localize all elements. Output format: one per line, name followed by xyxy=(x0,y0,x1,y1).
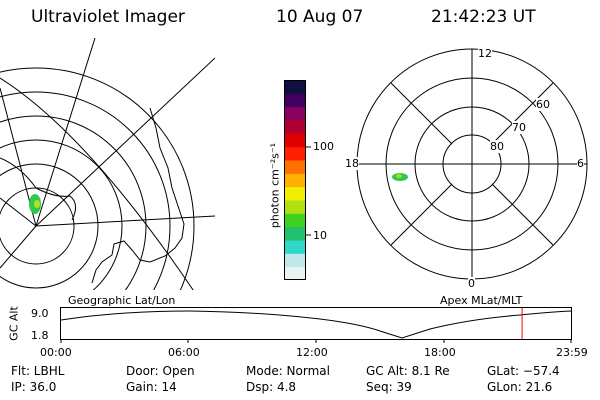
colorbar-segment xyxy=(284,186,306,201)
colorbar xyxy=(284,80,306,280)
longitude-line xyxy=(0,197,37,227)
ip-info: IP: 36.0 xyxy=(11,380,57,394)
lat-label-60: 60 xyxy=(536,98,550,111)
dsp-info: Dsp: 4.8 xyxy=(246,380,297,394)
coastline xyxy=(0,157,76,221)
seq-info: Seq: 39 xyxy=(366,380,412,394)
colorbar-segment xyxy=(284,93,306,108)
timeline-x-tick: 06:00 xyxy=(168,346,200,359)
longitude-line xyxy=(35,38,96,227)
time-label: 21:42:23 UT xyxy=(431,7,536,27)
colorbar-segment xyxy=(284,266,306,280)
colorbar-segment xyxy=(284,146,306,161)
colorbar-tick-label: 10 xyxy=(313,229,327,242)
longitude-line xyxy=(35,57,215,227)
timeline-y-tick: 9.0 xyxy=(31,307,49,320)
colorbar-segment xyxy=(284,80,306,94)
timeline-x-tick: 18:00 xyxy=(424,346,456,359)
geographic-map xyxy=(0,38,215,290)
colorbar-tick-label: 100 xyxy=(313,140,334,153)
colorbar-segment xyxy=(284,253,306,268)
gain-info: Gain: 14 xyxy=(126,380,177,394)
latitude-circle xyxy=(0,163,99,289)
colorbar-segment xyxy=(284,133,306,148)
glat-info: GLat: −57.4 xyxy=(487,364,560,378)
lat-label-70: 70 xyxy=(512,121,526,134)
colorbar-segment xyxy=(284,226,306,241)
colorbar-segment xyxy=(284,160,306,174)
colorbar-segment xyxy=(284,200,306,214)
polar-plot xyxy=(356,48,588,280)
colorbar-unit-label: photon cm⁻²s⁻¹ xyxy=(268,142,282,229)
aurora-core xyxy=(396,174,402,178)
timeline-x-tick: 23:59 xyxy=(556,346,588,359)
lat-label-80: 80 xyxy=(490,140,504,153)
timeline-y-label: GC Alt xyxy=(7,306,21,341)
colorbar-segment xyxy=(284,120,306,134)
altitude-timeline xyxy=(60,307,572,343)
apex-caption: Apex MLat/MLT xyxy=(440,294,523,307)
latitude-circle xyxy=(0,67,195,290)
latitude-circle xyxy=(0,91,171,290)
mlt-label-12: 12 xyxy=(478,47,492,60)
mlt-label-6: 6 xyxy=(577,157,584,170)
glon-info: GLon: 21.6 xyxy=(487,380,553,394)
latitude-circle xyxy=(0,139,123,290)
colorbar-segment xyxy=(284,106,306,121)
timeline-x-tick: 00:00 xyxy=(40,346,72,359)
geographic-caption: Geographic Lat/Lon xyxy=(68,294,176,307)
altitude-curve xyxy=(60,310,572,339)
colorbar-segment xyxy=(284,213,306,228)
gc-alt-info: GC Alt: 8.1 Re xyxy=(366,364,450,378)
coastline xyxy=(91,107,185,284)
latitude-circle xyxy=(0,115,147,290)
timeline-x-tick: 12:00 xyxy=(296,346,328,359)
mlt-label-0: 0 xyxy=(468,277,475,290)
colorbar-ticks xyxy=(306,146,311,236)
door-info: Door: Open xyxy=(126,364,195,378)
longitude-line xyxy=(35,215,215,227)
longitude-line xyxy=(0,225,37,269)
timeline-y-tick: 1.8 xyxy=(31,329,49,342)
filter-info: Flt: LBHL xyxy=(11,364,65,378)
mlt-label-18: 18 xyxy=(345,157,359,170)
date-label: 10 Aug 07 xyxy=(276,7,364,27)
aurora-core xyxy=(34,200,40,208)
earth-limb xyxy=(0,77,194,290)
colorbar-segment xyxy=(284,240,306,254)
colorbar-segment xyxy=(284,173,306,188)
mode-info: Mode: Normal xyxy=(246,364,330,378)
instrument-title: Ultraviolet Imager xyxy=(31,7,185,27)
